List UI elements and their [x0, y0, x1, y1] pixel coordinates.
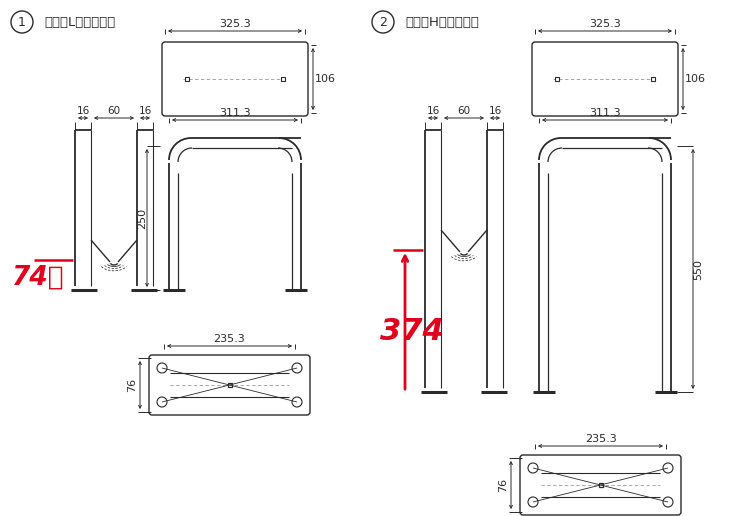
- Text: 325.3: 325.3: [219, 19, 251, 29]
- Text: 106: 106: [684, 74, 705, 84]
- Text: 60: 60: [457, 106, 471, 116]
- Text: 2: 2: [379, 15, 387, 28]
- Text: 1: 1: [18, 15, 26, 28]
- Text: 311.3: 311.3: [219, 108, 251, 118]
- Text: 74下: 74下: [12, 265, 64, 291]
- Text: 250: 250: [137, 207, 147, 229]
- Text: 76: 76: [127, 378, 137, 392]
- Text: 374: 374: [380, 316, 444, 346]
- Text: 325.3: 325.3: [589, 19, 621, 29]
- Text: ラックH本体（高）: ラックH本体（高）: [405, 15, 479, 28]
- Text: 60: 60: [107, 106, 121, 116]
- Text: 235.3: 235.3: [214, 334, 246, 344]
- Text: 106: 106: [314, 74, 335, 84]
- Text: 235.3: 235.3: [585, 434, 616, 444]
- Text: 16: 16: [426, 106, 440, 116]
- Text: 16: 16: [488, 106, 502, 116]
- Text: 76: 76: [498, 478, 508, 492]
- Text: 550: 550: [693, 259, 703, 280]
- Text: 16: 16: [138, 106, 152, 116]
- Text: 311.3: 311.3: [589, 108, 621, 118]
- Text: ラックL本体（低）: ラックL本体（低）: [44, 15, 115, 28]
- Text: 16: 16: [76, 106, 90, 116]
